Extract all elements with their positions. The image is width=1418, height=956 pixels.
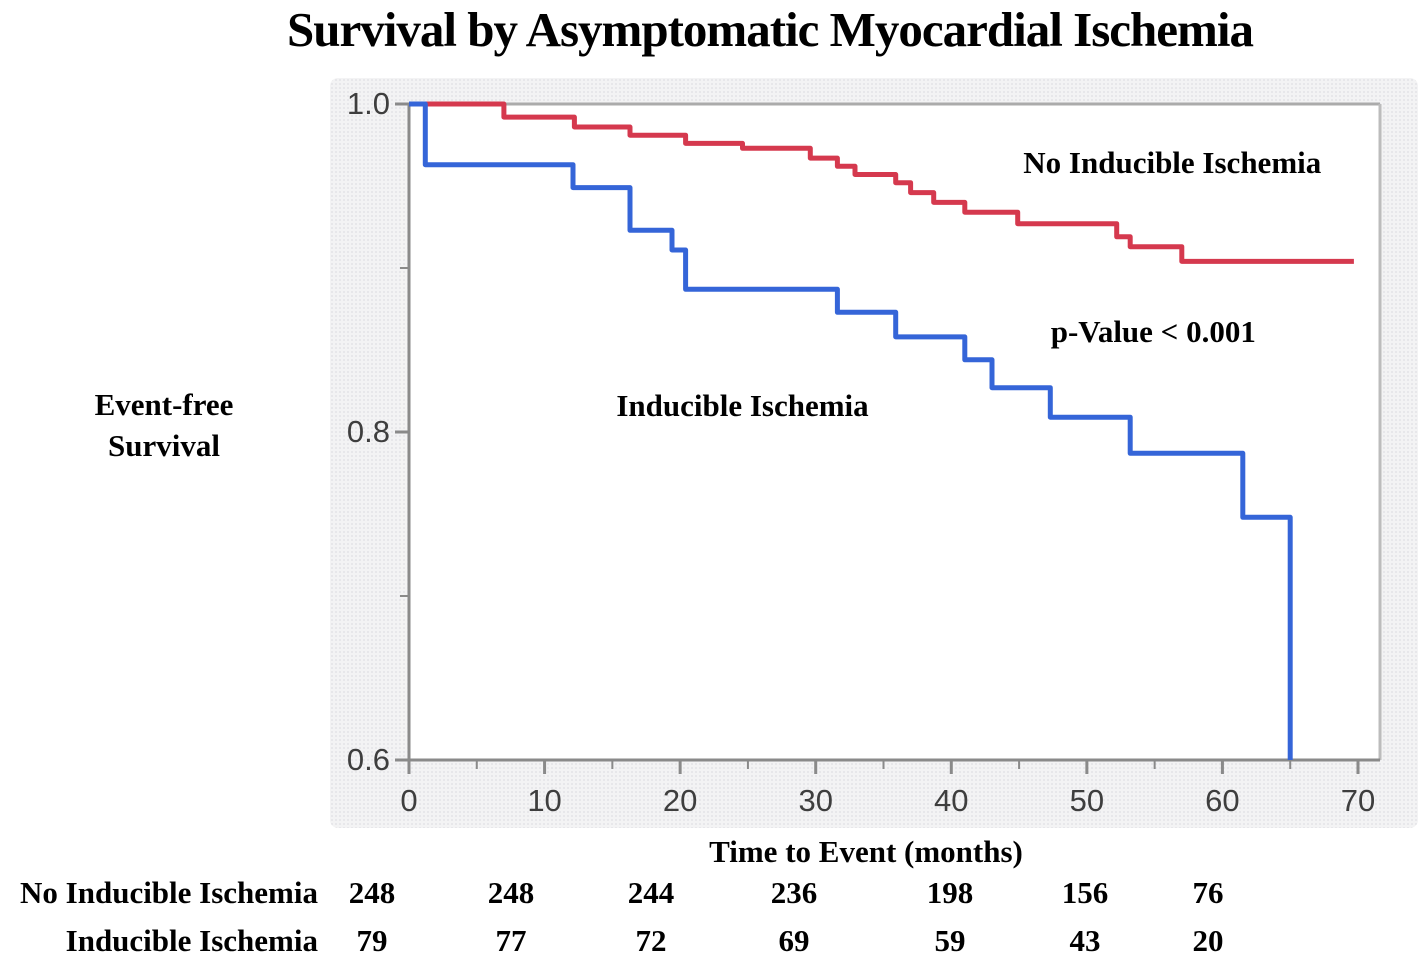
x-tick-label: 30: [798, 783, 833, 818]
at-risk-count-no-inducible-ischemia-col2: 244: [627, 875, 675, 910]
at-risk-count-no-inducible-ischemia-col6: 76: [1192, 875, 1224, 910]
at-risk-count-inducible-ischemia-col0: 79: [356, 923, 388, 956]
at-risk-count-inducible-ischemia-col5: 43: [1069, 923, 1101, 956]
at-risk-count-no-inducible-ischemia-col5: 156: [1061, 875, 1109, 910]
x-tick-label: 70: [1340, 783, 1376, 818]
x-tick-label: 60: [1205, 783, 1240, 818]
y-tick-label: 1.0: [346, 86, 390, 121]
at-risk-row-label-inducible-ischemia: Inducible Ischemia: [65, 923, 318, 956]
chart-title: Survival by Asymptomatic Myocardial Isch…: [287, 2, 1254, 57]
at-risk-count-no-inducible-ischemia-col1: 248: [487, 875, 535, 910]
at-risk-count-no-inducible-ischemia-col3: 236: [770, 875, 818, 910]
annotation-inducible-ischemia: Inducible Ischemia: [616, 387, 869, 423]
annotation-p-value-0-001: p-Value < 0.001: [1050, 313, 1256, 349]
survival-curve-no-inducible-ischemia: [409, 101, 1354, 264]
at-risk-count-inducible-ischemia-col4: 59: [934, 923, 966, 956]
y-axis-title: Event-free Survival: [94, 387, 234, 463]
at-risk-count-inducible-ischemia-col3: 69: [778, 923, 810, 956]
x-axis-title: Time to Event (months): [709, 834, 1023, 869]
at-risk-count-no-inducible-ischemia-col0: 248: [348, 875, 396, 910]
x-tick-label: 0: [400, 783, 418, 818]
survival-curve-inducible-ischemia: [409, 101, 1293, 760]
at-risk-count-inducible-ischemia-col6: 20: [1192, 923, 1224, 956]
plot-area: [409, 104, 1380, 760]
x-tick-label: 50: [1069, 783, 1105, 818]
x-tick-label: 20: [662, 783, 698, 818]
at-risk-row-label-no-inducible-ischemia: No Inducible Ischemia: [20, 875, 318, 910]
at-risk-count-inducible-ischemia-col2: 72: [635, 923, 667, 956]
x-tick-label: 10: [527, 783, 562, 818]
at-risk-count-no-inducible-ischemia-col4: 198: [926, 875, 974, 910]
y-tick-label: 0.6: [346, 742, 390, 777]
at-risk-count-inducible-ischemia-col1: 77: [495, 923, 527, 956]
y-tick-label: 0.8: [346, 414, 390, 449]
x-tick-label: 40: [934, 783, 969, 818]
annotation-no-inducible-ischemia: No Inducible Ischemia: [1023, 145, 1322, 181]
